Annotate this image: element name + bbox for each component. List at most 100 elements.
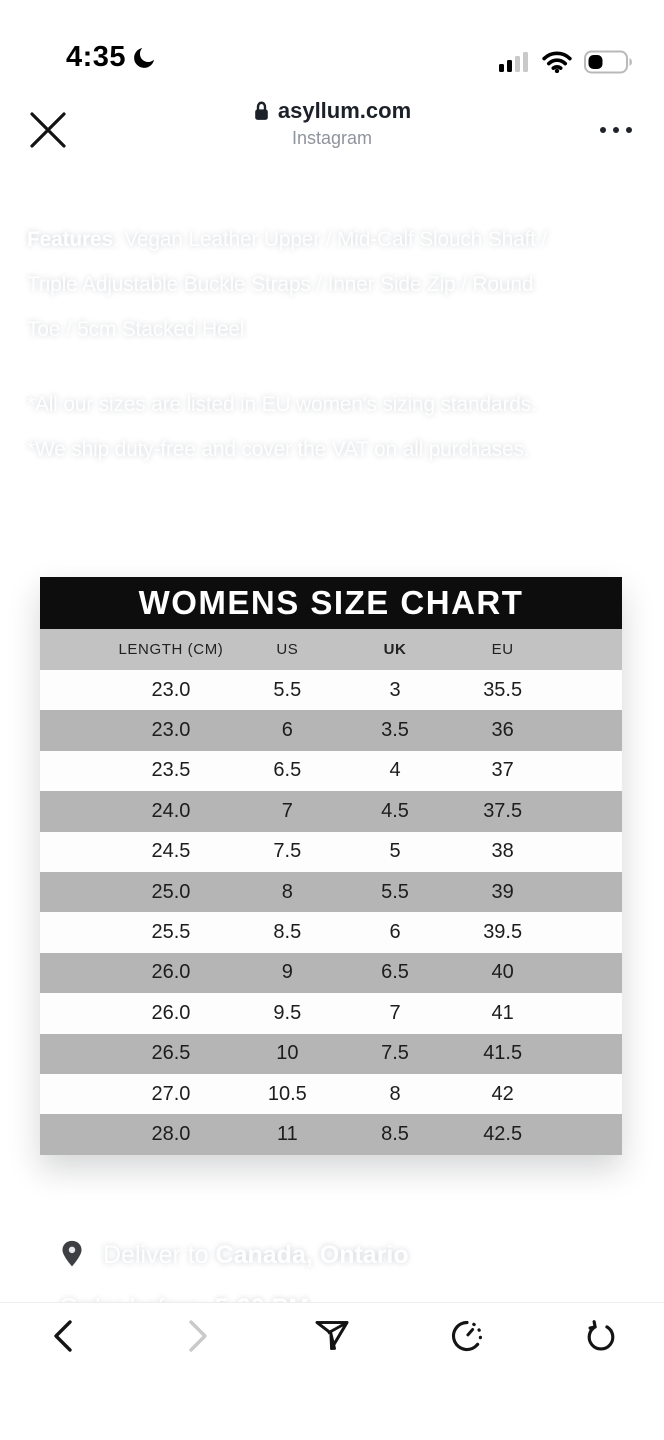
cell-eu-size: 39.5 bbox=[483, 921, 523, 944]
cell-eu-size: 35.5 bbox=[483, 678, 523, 701]
cell-length-cm: 24.5 bbox=[151, 840, 191, 863]
cell-uk-size: 6 bbox=[389, 921, 401, 944]
status-time: 4:35 bbox=[66, 41, 127, 73]
cell-length-cm: 26.5 bbox=[151, 1042, 191, 1065]
cell-eu-size: 41.5 bbox=[483, 1042, 523, 1065]
cell-us-size: 5.5 bbox=[273, 678, 302, 701]
share-button[interactable] bbox=[309, 1313, 355, 1359]
cell-length-cm: 26.0 bbox=[151, 961, 191, 984]
cell-length-cm: 23.0 bbox=[151, 719, 191, 742]
cell-us-size: 9 bbox=[281, 961, 293, 984]
reload-button[interactable] bbox=[578, 1313, 624, 1359]
size-chart-table: WOMENS SIZE CHART LENGTH (CM) US UK EU 2… bbox=[40, 577, 622, 1155]
browser-toolbar bbox=[0, 1302, 664, 1440]
column-header-length: LENGTH (CM) bbox=[118, 641, 224, 658]
cell-length-cm: 25.0 bbox=[151, 880, 191, 903]
cell-us-size: 11 bbox=[276, 1122, 298, 1145]
table-row: 28.0 11 8.5 42.5 bbox=[40, 1114, 622, 1155]
cell-length-cm: 23.5 bbox=[151, 759, 191, 782]
cell-eu-size: 39 bbox=[491, 880, 514, 903]
cell-eu-size: 42 bbox=[491, 1082, 514, 1105]
lock-icon bbox=[253, 101, 270, 122]
size-chart-header-row: LENGTH (CM) US UK EU bbox=[40, 629, 622, 670]
cell-eu-size: 36 bbox=[491, 719, 514, 742]
site-source-label: Instagram bbox=[291, 128, 373, 148]
size-chart-title: WOMENS SIZE CHART bbox=[40, 577, 622, 629]
deliver-location: Canada, Ontario bbox=[215, 1240, 409, 1269]
table-row: 27.0 10.5 8 42 bbox=[40, 1073, 622, 1115]
product-features: Features: Vegan Leather Upper / Mid-Calf… bbox=[27, 194, 637, 352]
cell-uk-size: 6.5 bbox=[381, 961, 409, 984]
column-header-eu: EU bbox=[491, 641, 514, 658]
sizing-note-vat: *We ship duty-free and cover the VAT on … bbox=[27, 438, 530, 461]
order-prefix: Order before: bbox=[59, 1294, 215, 1302]
send-plane-icon bbox=[314, 1318, 350, 1354]
cell-eu-size: 42.5 bbox=[483, 1122, 523, 1145]
cell-eu-size: 41 bbox=[491, 1001, 514, 1024]
cell-uk-size: 7 bbox=[389, 1001, 401, 1024]
reload-icon bbox=[583, 1318, 619, 1354]
webpage-content: Features: Vegan Leather Upper / Mid-Calf… bbox=[0, 173, 664, 1302]
status-bar: 4:35 bbox=[0, 0, 664, 90]
table-row: 23.0 5.5 3 35.5 bbox=[40, 670, 622, 711]
sizing-note-eu: *All our sizes are listed in EU women's … bbox=[27, 393, 537, 416]
cell-uk-size: 3.5 bbox=[381, 719, 409, 742]
cell-uk-size: 5.5 bbox=[381, 880, 409, 903]
table-row: 25.0 8 5.5 39 bbox=[40, 871, 622, 913]
cell-uk-size: 3 bbox=[389, 678, 401, 701]
close-icon bbox=[28, 110, 68, 150]
features-label: Features bbox=[27, 228, 113, 251]
timer-dial-button[interactable] bbox=[444, 1313, 490, 1359]
back-button[interactable] bbox=[40, 1313, 86, 1359]
cell-length-cm: 27.0 bbox=[151, 1082, 191, 1105]
cell-uk-size: 7.5 bbox=[381, 1042, 409, 1065]
timer-dial-icon bbox=[449, 1318, 485, 1354]
sizing-notes: *All our sizes are listed in EU women's … bbox=[27, 382, 637, 472]
table-row: 24.5 7.5 5 38 bbox=[40, 831, 622, 872]
do-not-disturb-moon-icon bbox=[130, 44, 158, 72]
ellipsis-icon bbox=[600, 127, 606, 133]
cell-length-cm: 25.5 bbox=[151, 921, 191, 944]
cell-eu-size: 37.5 bbox=[483, 799, 523, 822]
table-row: 23.5 6.5 4 37 bbox=[40, 750, 622, 792]
cell-length-cm: 23.0 bbox=[151, 678, 191, 701]
cell-uk-size: 8 bbox=[389, 1082, 401, 1105]
close-button[interactable] bbox=[22, 104, 74, 156]
size-guide-toggle[interactable]: Size Guide bbox=[27, 530, 637, 559]
cell-us-size: 7 bbox=[281, 799, 293, 822]
battery-icon bbox=[584, 50, 634, 74]
back-chevron-icon bbox=[52, 1319, 74, 1353]
cell-us-size: 6.5 bbox=[273, 759, 302, 782]
cell-uk-size: 5 bbox=[389, 840, 401, 863]
deliver-to-text: Deliver to Canada, Ontario bbox=[103, 1241, 409, 1270]
wifi-icon bbox=[542, 51, 572, 73]
cell-us-size: 9.5 bbox=[273, 1001, 302, 1024]
cell-uk-size: 8.5 bbox=[381, 1122, 409, 1145]
table-row: 26.5 10 7.5 41.5 bbox=[40, 1033, 622, 1074]
cell-us-size: 10 bbox=[276, 1042, 299, 1065]
cell-length-cm: 26.0 bbox=[151, 1001, 191, 1024]
chevron-up-icon[interactable] bbox=[592, 537, 617, 552]
forward-button[interactable] bbox=[175, 1313, 221, 1359]
table-row: 26.0 9.5 7 41 bbox=[40, 993, 622, 1034]
forward-chevron-icon bbox=[187, 1319, 209, 1353]
cell-us-size: 8.5 bbox=[273, 921, 302, 944]
column-header-uk: UK bbox=[383, 641, 407, 658]
cell-length-cm: 28.0 bbox=[151, 1122, 191, 1145]
size-guide-label: Size Guide bbox=[27, 530, 152, 558]
cell-uk-size: 4.5 bbox=[381, 799, 409, 822]
cell-eu-size: 38 bbox=[491, 840, 514, 863]
cell-us-size: 6 bbox=[281, 719, 293, 742]
order-deadline: 5:00 PM bbox=[215, 1294, 309, 1302]
browser-menu-button[interactable] bbox=[594, 112, 638, 148]
site-domain: asyllum.com bbox=[277, 98, 412, 123]
browser-header: asyllum.com Instagram bbox=[0, 90, 664, 173]
table-row: 24.0 7 4.5 37.5 bbox=[40, 791, 622, 832]
cell-us-size: 8 bbox=[281, 880, 293, 903]
cell-uk-size: 4 bbox=[389, 759, 401, 782]
delivery-card[interactable]: Deliver to Canada, Ontario Order before:… bbox=[27, 1214, 635, 1302]
table-row: 23.0 6 3.5 36 bbox=[40, 710, 622, 751]
table-row: 26.0 9 6.5 40 bbox=[40, 952, 622, 994]
cell-us-size: 7.5 bbox=[273, 840, 302, 863]
